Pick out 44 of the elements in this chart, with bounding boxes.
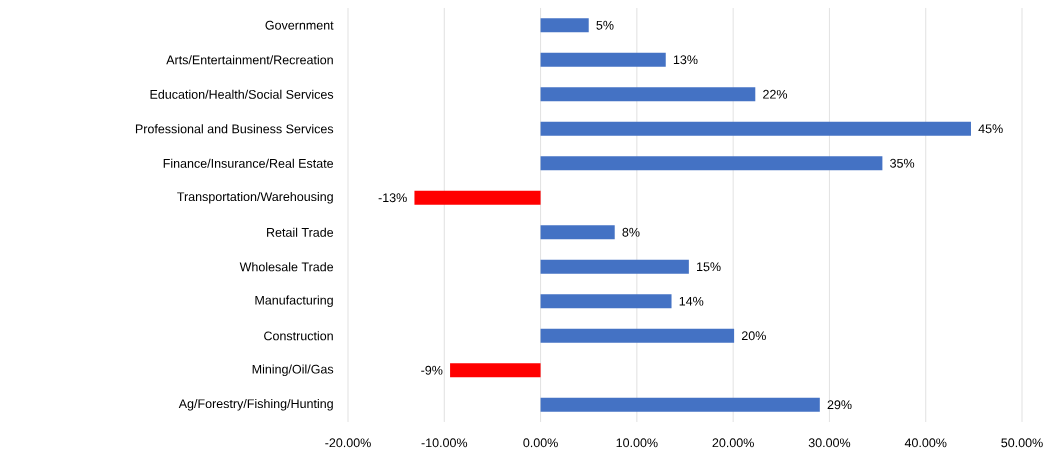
data-label: 29% [827, 400, 852, 410]
y-tick-label: Education/Health/Social Services [150, 89, 334, 99]
bar [540, 397, 820, 412]
y-tick-label: Government [265, 20, 334, 30]
bar [540, 259, 689, 274]
bar [540, 52, 666, 67]
bar [540, 18, 589, 33]
x-tick-label: 0.00% [523, 438, 558, 448]
y-tick-label: Wholesale Trade [239, 262, 334, 272]
y-tick-label: Retail Trade [267, 227, 334, 237]
bar [414, 190, 541, 205]
data-label: 22% [763, 89, 788, 99]
data-label: 13% [673, 55, 698, 65]
y-tick-label: Arts/Entertainment/Recreation [166, 55, 333, 65]
data-label: -13% [378, 193, 407, 203]
bar [540, 87, 756, 102]
y-tick-label: Professional and Business Services [135, 124, 334, 134]
y-tick-label: Construction [264, 331, 333, 341]
data-label: 45% [978, 124, 1003, 134]
data-label: -9% [421, 365, 443, 375]
bar [540, 294, 672, 309]
x-tick-label: -20.00% [325, 438, 371, 448]
data-label: 5% [596, 20, 614, 30]
data-label: 8% [622, 227, 640, 237]
y-tick-label: Mining/Oil/Gas [252, 364, 334, 377]
bar [540, 156, 883, 171]
y-tick-label: Ag/Forestry/Fishing/Hunting [178, 398, 333, 411]
y-tick-label: Finance/Insurance/Real Estate [163, 158, 334, 168]
data-label: 20% [741, 331, 766, 341]
data-label: 35% [890, 158, 915, 168]
bar [540, 328, 735, 343]
x-tick-label: -10.00% [421, 438, 468, 448]
y-tick-label: Transportation/Warehousing [177, 191, 333, 204]
y-tick-label: Manufacturing [255, 295, 333, 308]
data-label: 15% [697, 262, 721, 272]
x-tick-label: 10.00% [616, 438, 658, 448]
x-tick-label: 30.00% [808, 438, 851, 448]
x-tick-label: 50.00% [1001, 438, 1043, 448]
bar [540, 121, 971, 136]
x-tick-label: 20.00% [712, 438, 754, 448]
bar [450, 363, 541, 378]
data-label: 14% [679, 296, 704, 306]
bar [540, 225, 615, 240]
x-tick-label: 40.00% [904, 438, 947, 448]
